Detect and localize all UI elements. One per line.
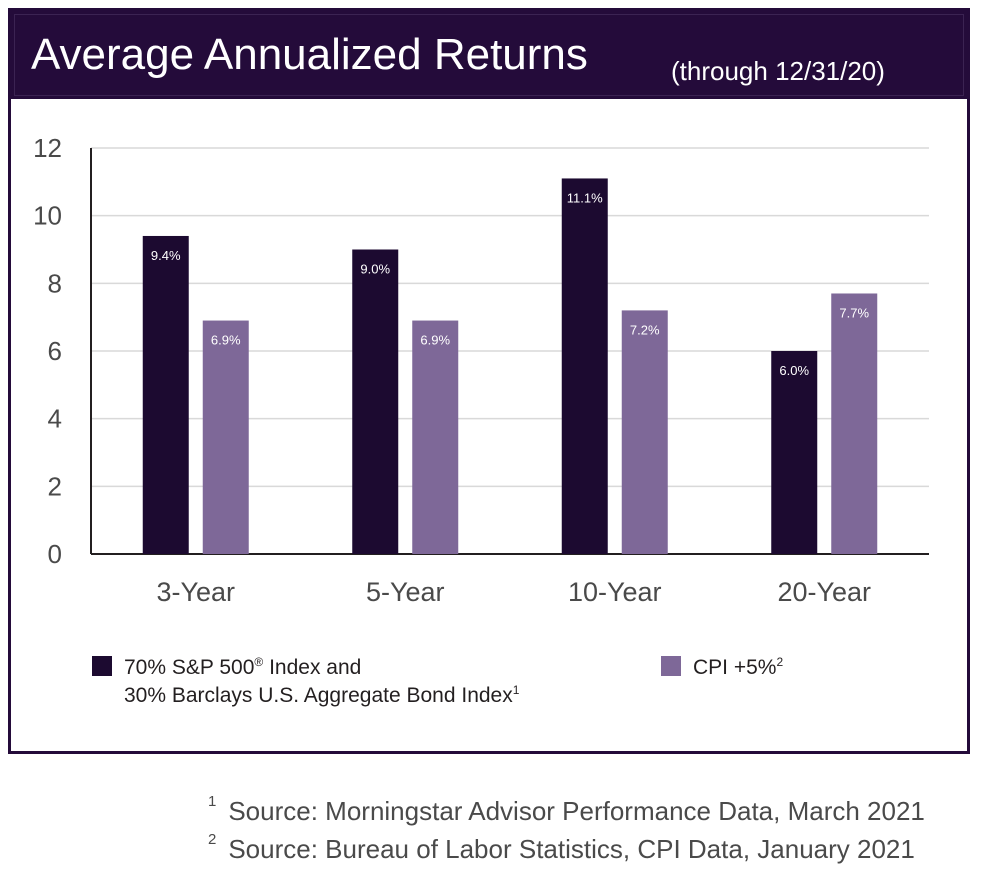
legend-label-series1-line2: 30% Barclays U.S. Aggregate Bond Index1 bbox=[124, 683, 520, 707]
y-tick-label: 6 bbox=[48, 336, 62, 366]
bar-chart: 0 2 4 6 8 10 12 9.4% 6.9% 3-Year 9.0% 6.9% 5-Year 11.… bbox=[33, 133, 929, 607]
data-label: 7.7% bbox=[839, 305, 869, 320]
bar bbox=[142, 235, 189, 554]
x-tick-label: 3-Year bbox=[156, 577, 235, 607]
bar bbox=[202, 320, 249, 554]
y-tick-label: 4 bbox=[48, 404, 62, 434]
x-tick-label: 10-Year bbox=[568, 577, 662, 607]
legend-swatch-series1 bbox=[92, 656, 112, 676]
data-label: 9.0% bbox=[360, 262, 390, 277]
footnote-2: 2 Source: Bureau of Labor Statistics, CPI… bbox=[208, 831, 915, 864]
y-tick-label: 12 bbox=[33, 133, 62, 163]
x-tick-label: 20-Year bbox=[777, 577, 871, 607]
chart-subtitle: (through 12/31/20) bbox=[671, 56, 885, 86]
y-tick-label: 2 bbox=[48, 471, 62, 501]
legend-swatch-series2 bbox=[661, 656, 681, 676]
bar bbox=[621, 310, 668, 554]
y-tick-label: 0 bbox=[48, 539, 62, 569]
legend-label-series1-line1: 70% S&P 500® Index and bbox=[124, 655, 362, 679]
bar bbox=[771, 351, 818, 554]
bar bbox=[831, 293, 878, 554]
legend-label-series2: CPI +5%2 bbox=[693, 655, 784, 679]
data-label: 7.2% bbox=[630, 322, 660, 337]
data-label: 6.0% bbox=[779, 363, 809, 378]
y-tick-label: 10 bbox=[33, 201, 62, 231]
bar bbox=[412, 320, 459, 554]
bar bbox=[561, 178, 608, 554]
chart-title: Average Annualized Returns bbox=[31, 30, 588, 79]
y-tick-label: 8 bbox=[48, 268, 62, 298]
data-label: 9.4% bbox=[151, 248, 181, 263]
footnote-1: 1 Source: Morningstar Advisor Performance… bbox=[208, 793, 925, 826]
x-tick-label: 5-Year bbox=[366, 577, 445, 607]
data-label: 6.9% bbox=[420, 333, 450, 348]
data-label: 11.1% bbox=[567, 190, 603, 205]
title-bar: Average Annualized Returns (through 12/3… bbox=[11, 11, 967, 99]
bar bbox=[352, 249, 399, 554]
data-label: 6.9% bbox=[211, 333, 241, 348]
